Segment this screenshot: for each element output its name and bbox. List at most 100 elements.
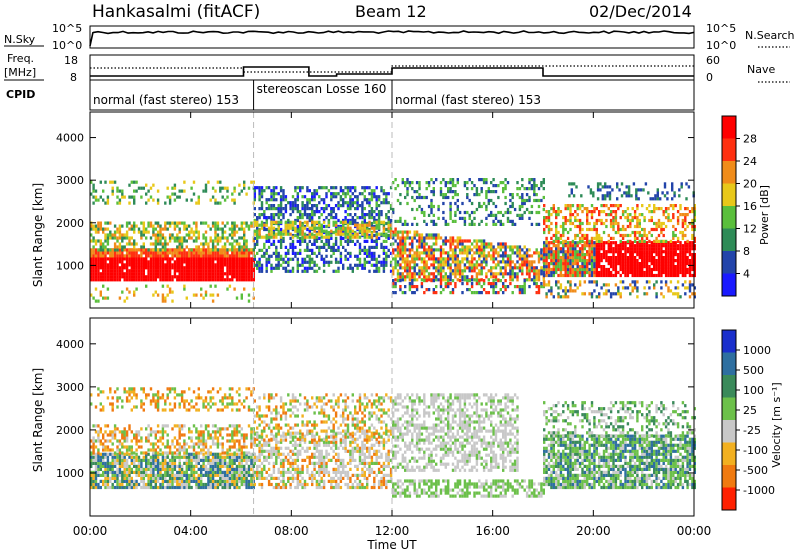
heatmap-cell <box>256 266 259 270</box>
heatmap-cell <box>356 223 359 227</box>
heatmap-cell <box>482 239 486 243</box>
heatmap-cell <box>92 195 95 199</box>
heatmap-cell <box>647 191 650 195</box>
heatmap-cell <box>207 242 210 246</box>
heatmap-cell <box>104 482 107 487</box>
heatmap-cell <box>238 242 241 246</box>
heatmap-cell <box>99 473 102 477</box>
heatmap-cell <box>470 257 474 261</box>
heatmap-cell <box>574 256 577 260</box>
heatmap-cell <box>511 275 514 279</box>
heatmap-cell <box>475 242 479 246</box>
heatmap-cell <box>168 290 172 294</box>
heatmap-cell <box>686 239 689 243</box>
heatmap-cell <box>116 227 119 231</box>
heatmap-cell <box>492 219 495 223</box>
heatmap-cell <box>275 248 278 252</box>
heatmap-cell <box>113 180 117 184</box>
heatmap-cell <box>265 220 268 224</box>
heatmap-cell <box>614 247 618 251</box>
heatmap-cell <box>221 248 224 252</box>
heatmap-cell <box>581 267 584 272</box>
heatmap-cell <box>137 278 141 282</box>
heatmap-cell <box>385 195 388 199</box>
heatmap-cell <box>223 254 227 258</box>
heatmap-cell <box>662 239 665 243</box>
heatmap-cell <box>583 292 586 296</box>
heatmap-cell <box>125 287 129 291</box>
heatmap-cell <box>137 227 141 231</box>
heatmap-cell <box>648 218 651 223</box>
heatmap-cell <box>631 262 634 266</box>
heatmap-cell <box>674 227 677 232</box>
heatmap-cell <box>270 235 273 239</box>
heatmap-cell <box>569 286 572 290</box>
heatmap-cell <box>435 242 438 246</box>
heatmap-cell <box>291 269 295 273</box>
heatmap-cell <box>216 266 220 270</box>
heatmap-cell <box>142 233 145 237</box>
heatmap-cell <box>299 189 302 193</box>
heatmap-cell <box>121 482 124 487</box>
heatmap-cell <box>118 230 122 234</box>
heatmap-cell <box>133 242 136 246</box>
heatmap-cell <box>370 224 374 229</box>
heatmap-cell <box>258 257 261 261</box>
heatmap-cell <box>102 458 105 462</box>
heatmap-cell <box>190 260 193 264</box>
heatmap-cell <box>605 204 608 208</box>
heatmap-cell <box>636 295 639 299</box>
heatmap-cell <box>311 266 314 270</box>
heatmap-cell <box>449 266 452 270</box>
heatmap-cell <box>346 266 350 270</box>
power-colorbar-label: Power [dB] <box>758 185 771 245</box>
heatmap-cell <box>660 259 663 263</box>
heatmap-cell <box>636 241 639 245</box>
heatmap-cell <box>291 235 295 239</box>
heatmap-cell <box>94 452 98 456</box>
heatmap-cell <box>94 242 98 246</box>
heatmap-cell <box>185 272 188 276</box>
heatmap-cell <box>545 210 548 214</box>
heatmap-cell <box>583 273 586 278</box>
heatmap-cell <box>231 266 234 270</box>
heatmap-cell <box>578 224 582 229</box>
heatmap-cell <box>240 269 243 273</box>
heatmap-cell <box>641 233 644 238</box>
heatmap-cell <box>279 230 283 235</box>
heatmap-cell <box>691 283 694 287</box>
heatmap-cell <box>458 260 462 264</box>
heatmap-cell <box>643 244 646 248</box>
heatmap-cell <box>638 267 641 272</box>
heatmap-cell <box>375 232 378 236</box>
heatmap-cell <box>382 263 386 267</box>
heatmap-cell <box>296 257 299 261</box>
heatmap-cell <box>667 262 670 266</box>
heatmap-cell <box>111 473 114 477</box>
heatmap-cell <box>583 256 586 260</box>
heatmap-cell <box>657 267 661 272</box>
heatmap-cell <box>123 473 126 477</box>
heatmap-cell <box>449 278 452 282</box>
heatmap-cell <box>578 239 582 243</box>
heatmap-cell <box>449 190 452 194</box>
heatmap-cell <box>161 251 165 255</box>
heatmap-cell <box>612 204 615 208</box>
heatmap-cell <box>612 224 615 229</box>
heatmap-cell <box>595 230 598 235</box>
heatmap-cell <box>308 226 311 230</box>
heatmap-cell <box>125 278 129 282</box>
heatmap-cell <box>518 251 522 255</box>
heatmap-cell <box>301 195 304 199</box>
heatmap-cell <box>339 242 343 246</box>
colorbar-tick-label: 16 <box>743 200 757 213</box>
heatmap-cell <box>358 242 362 246</box>
heatmap-cell <box>180 257 184 261</box>
heatmap-cell <box>653 267 656 272</box>
heatmap-cell <box>339 204 343 208</box>
heatmap-cell <box>581 210 584 214</box>
heatmap-cell <box>380 263 383 267</box>
heatmap-cell <box>569 259 572 263</box>
heatmap-cell <box>454 193 457 197</box>
heatmap-cell <box>156 189 160 193</box>
